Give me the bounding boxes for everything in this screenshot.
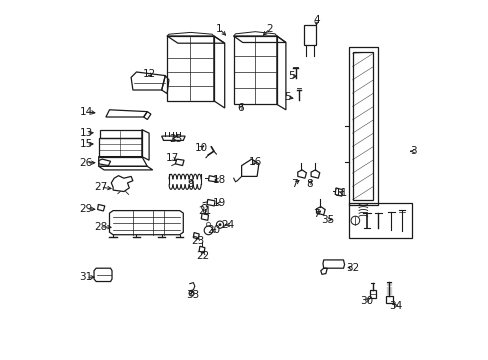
Text: 13: 13 <box>80 128 93 138</box>
Text: 18: 18 <box>212 175 225 185</box>
Text: 22: 22 <box>196 251 209 261</box>
Text: 23: 23 <box>191 236 204 246</box>
Text: 10: 10 <box>194 143 207 153</box>
Text: 7: 7 <box>291 179 298 189</box>
Text: 26: 26 <box>80 158 93 168</box>
Text: 30: 30 <box>360 296 373 306</box>
Text: 8: 8 <box>305 179 312 189</box>
Text: 3: 3 <box>409 146 416 156</box>
Text: 15: 15 <box>80 139 93 149</box>
Text: 20: 20 <box>207 225 220 235</box>
Text: 25: 25 <box>169 134 183 144</box>
Text: 1: 1 <box>216 24 222 34</box>
Text: 32: 32 <box>345 263 358 273</box>
Circle shape <box>218 223 221 226</box>
Text: 35: 35 <box>320 215 333 225</box>
Text: 21: 21 <box>198 206 211 216</box>
Text: 12: 12 <box>142 69 155 79</box>
Text: 14: 14 <box>80 107 93 117</box>
Text: 11: 11 <box>334 188 347 198</box>
Text: 31: 31 <box>80 272 93 282</box>
Text: 6: 6 <box>237 103 244 113</box>
Text: 24: 24 <box>221 220 234 230</box>
Text: 16: 16 <box>248 157 262 167</box>
Text: 27: 27 <box>94 182 107 192</box>
Text: 5: 5 <box>287 71 294 81</box>
Text: 33: 33 <box>185 290 199 300</box>
Text: 4: 4 <box>312 15 319 25</box>
Text: 2: 2 <box>266 24 272 34</box>
Text: 28: 28 <box>94 222 107 232</box>
Text: 29: 29 <box>80 204 93 214</box>
Text: 9: 9 <box>187 179 193 189</box>
Text: 5: 5 <box>284 92 290 102</box>
Text: 34: 34 <box>388 301 402 311</box>
Text: 19: 19 <box>212 198 225 208</box>
Text: 17: 17 <box>165 153 179 163</box>
Text: 7: 7 <box>312 209 319 219</box>
